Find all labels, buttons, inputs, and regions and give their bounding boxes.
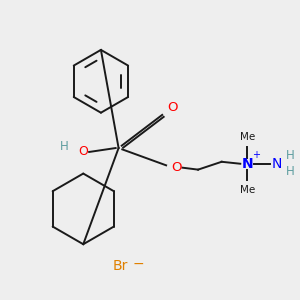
Text: O: O <box>171 161 182 174</box>
Text: O: O <box>78 146 88 158</box>
Text: Br: Br <box>113 259 128 273</box>
Text: N: N <box>272 157 282 171</box>
Text: H: H <box>286 165 295 178</box>
Text: −: − <box>132 257 144 271</box>
Text: Me: Me <box>239 185 255 195</box>
Text: H: H <box>286 149 295 162</box>
Text: N: N <box>242 157 253 171</box>
Text: Me: Me <box>239 132 255 142</box>
Text: H: H <box>60 140 69 153</box>
Text: O: O <box>167 101 178 114</box>
Text: +: + <box>252 150 260 160</box>
